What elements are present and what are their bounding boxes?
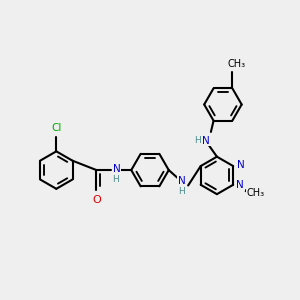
Text: CH₃: CH₃ — [247, 188, 265, 198]
Text: N: N — [236, 181, 244, 190]
Text: CH₃: CH₃ — [227, 58, 245, 68]
Text: Cl: Cl — [51, 123, 62, 133]
Text: O: O — [92, 194, 101, 205]
Text: N: N — [202, 136, 210, 146]
Text: H: H — [178, 187, 185, 196]
Text: H: H — [194, 136, 201, 145]
Text: N: N — [237, 160, 244, 170]
Text: H: H — [112, 175, 119, 184]
Text: N: N — [178, 176, 186, 187]
Text: N: N — [113, 164, 120, 174]
